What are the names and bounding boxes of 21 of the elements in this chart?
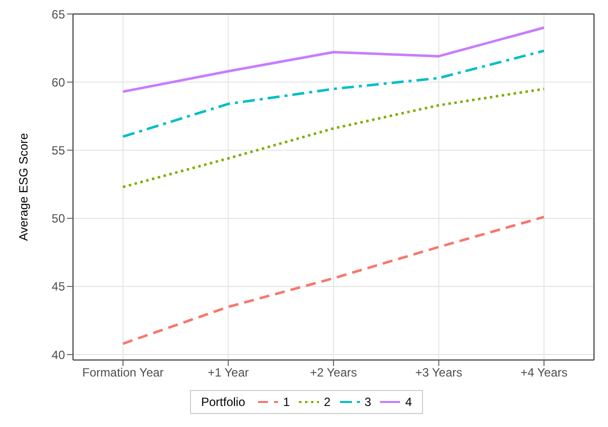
line-series [122, 88, 546, 188]
line-series [122, 26, 546, 93]
x-tick-label: +2 Years [310, 366, 358, 380]
y-tick-label: 45 [52, 280, 66, 294]
y-tick-label: 60 [52, 75, 66, 90]
line-series [122, 50, 546, 138]
x-tick-label: +1 Year [208, 366, 249, 380]
legend-label: 4 [405, 395, 412, 409]
legend-label: 3 [364, 395, 372, 409]
y-tick-label: 50 [52, 212, 66, 226]
y-tick-label: 40 [52, 348, 66, 362]
y-tick-label: 65 [52, 7, 66, 22]
y-tick-label: 55 [52, 143, 66, 158]
legend-label: 2 [324, 395, 331, 409]
legend-title: Portfolio [201, 395, 246, 409]
y-axis-title: Average ESG Score [16, 132, 30, 241]
x-tick-label: Formation Year [82, 366, 164, 380]
line-series [122, 216, 546, 345]
x-tick-label: +4 Years [520, 366, 568, 380]
x-tick-label: +3 Years [415, 366, 462, 380]
legend-label: 1 [283, 395, 290, 409]
